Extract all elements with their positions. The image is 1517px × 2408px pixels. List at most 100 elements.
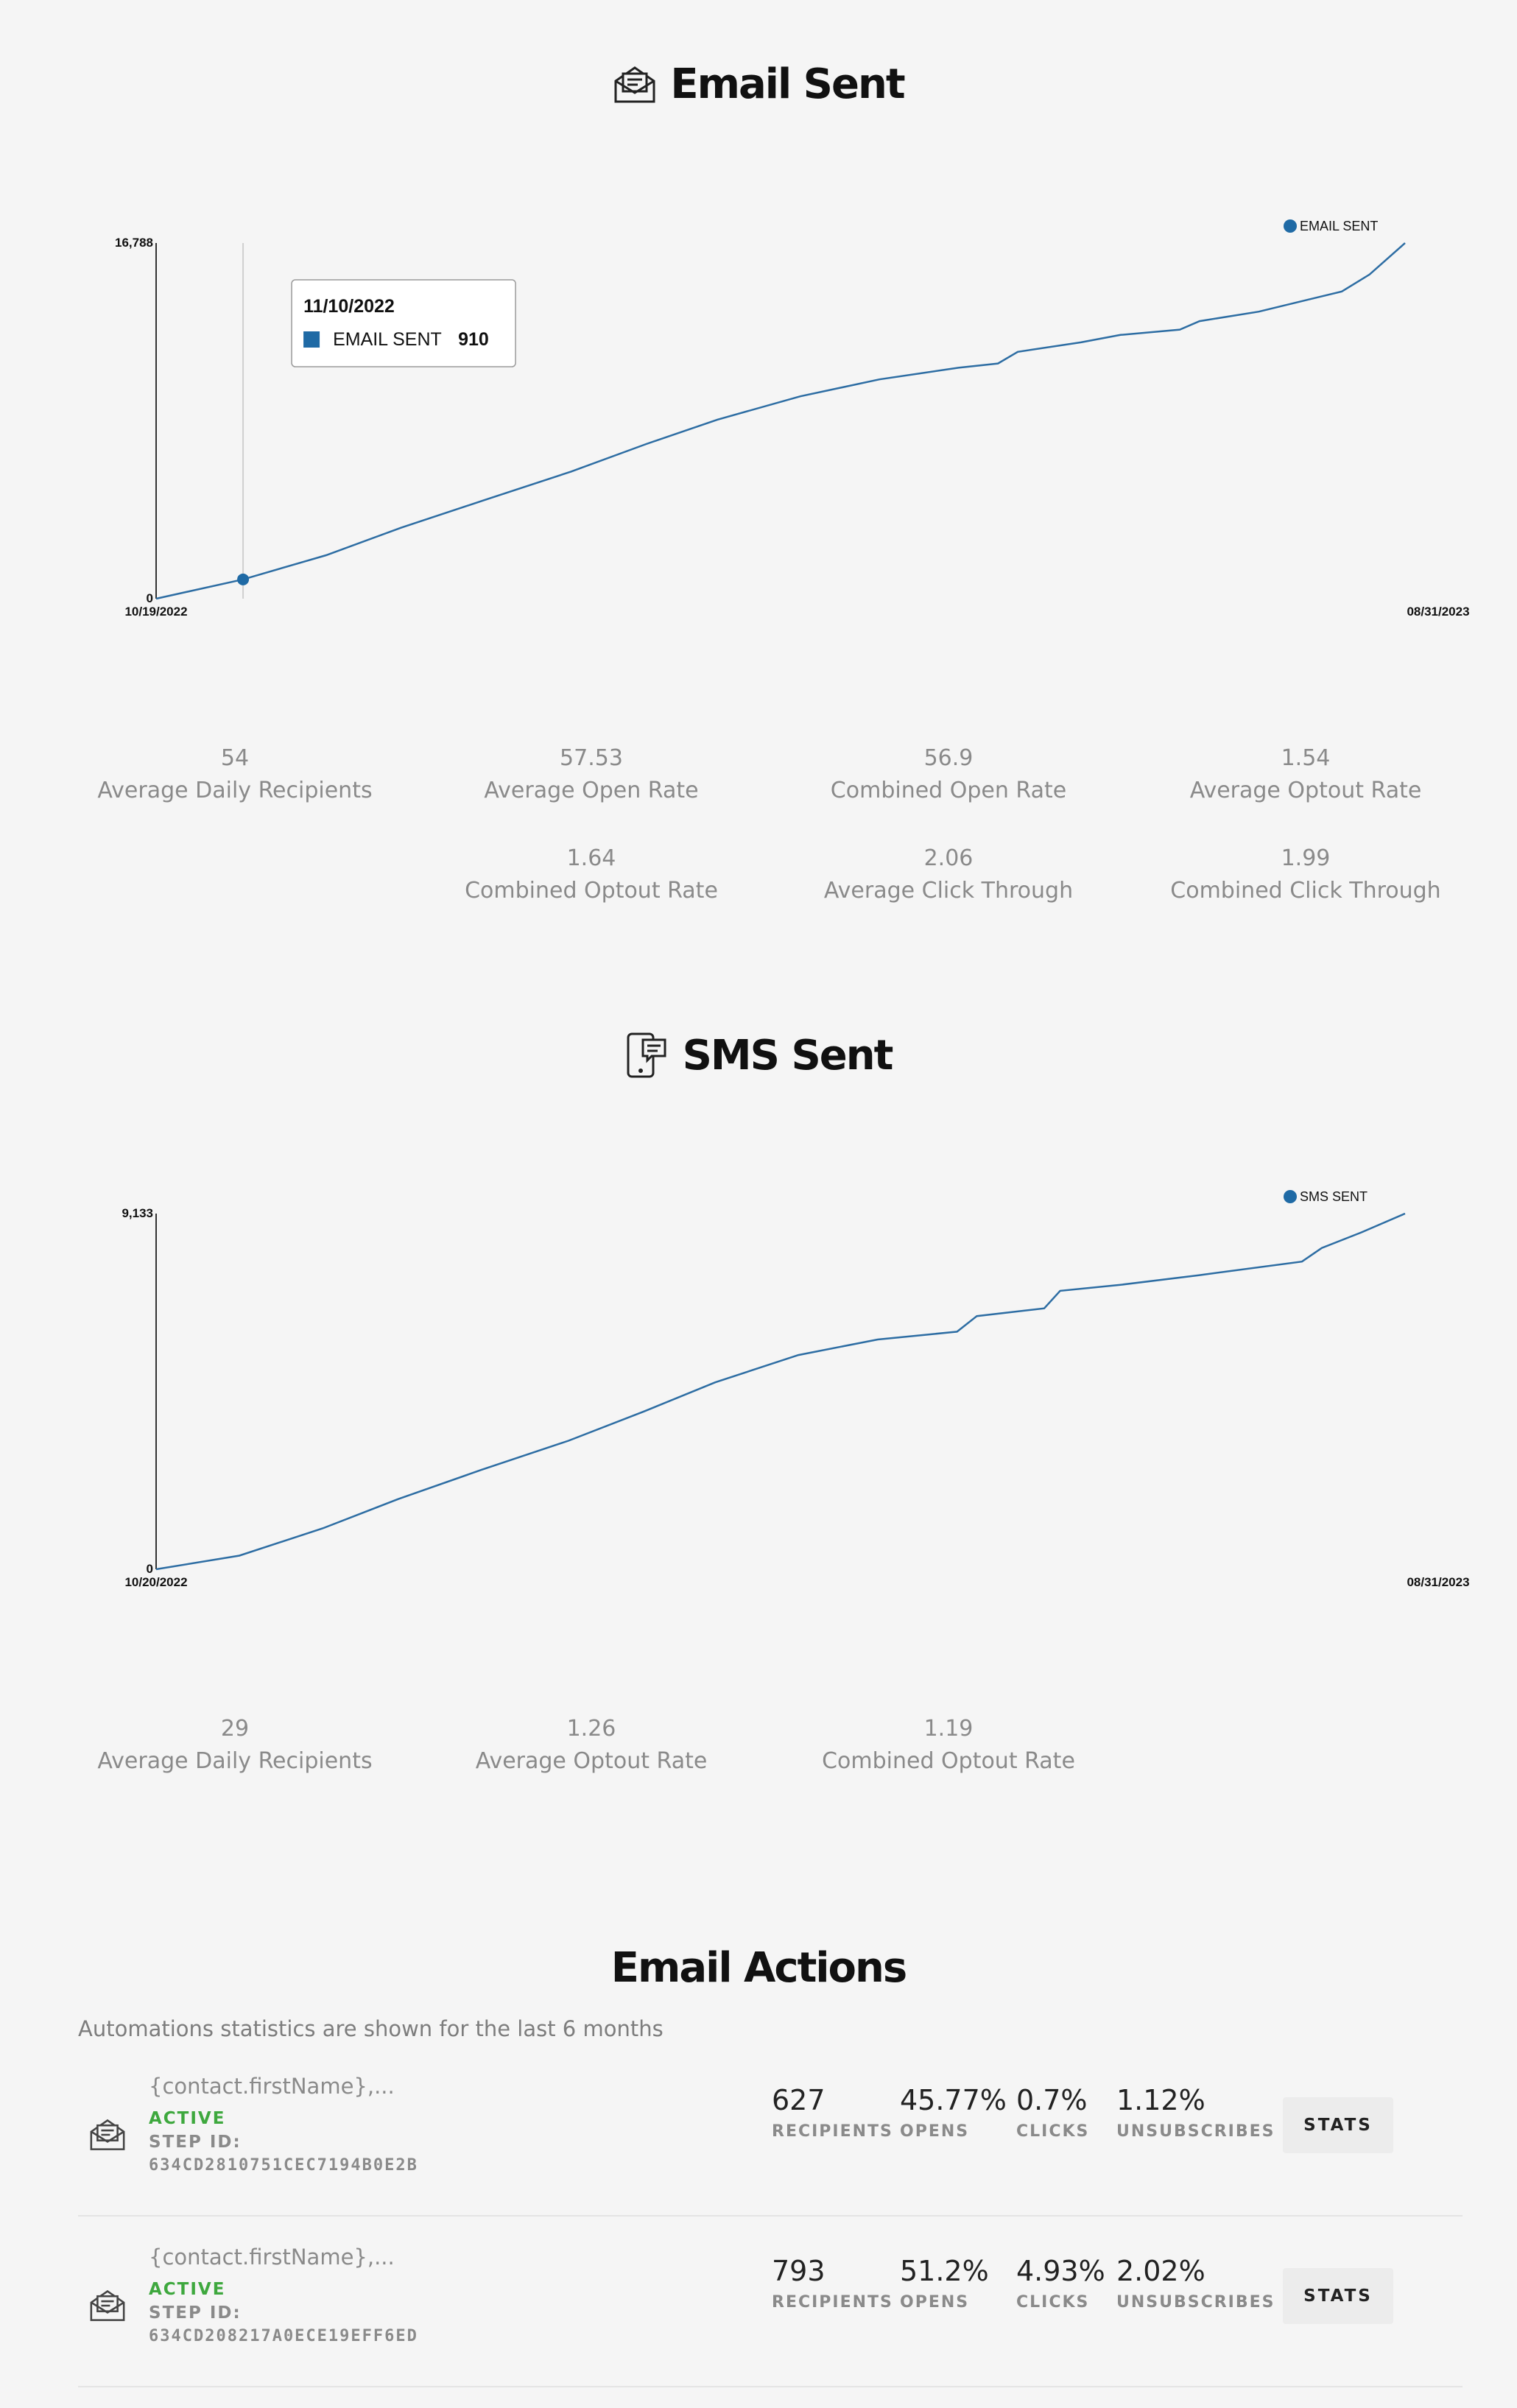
sms-stat: 1.26 Average Optout Rate <box>412 1713 770 1778</box>
y-tick-label: 9,133 <box>122 1206 153 1220</box>
status-badge: ACTIVE <box>149 2280 226 2299</box>
sms-stat: 29 Average Daily Recipients <box>56 1713 414 1778</box>
stat-label: Combined Open Rate <box>830 778 1067 803</box>
stat-label: Combined Optout Rate <box>465 878 718 904</box>
x-tick-label: 08/31/2023 <box>1407 1575 1469 1589</box>
email-stat: 1.54 Average Optout Rate <box>1127 742 1485 807</box>
stat-label: Combined Optout Rate <box>822 1748 1075 1774</box>
sms-sent-chart-svg: 9,133 010/20/2022 08/31/2023 SMS SENT <box>122 1189 1469 1589</box>
y-tick-label: 0 <box>147 1562 153 1576</box>
stat-value: 54 <box>220 745 250 771</box>
stat-value: 56.9 <box>923 745 974 771</box>
stats-button[interactable]: STATS <box>1283 2268 1393 2324</box>
recipients-label: RECIPIENTS <box>772 2122 893 2141</box>
stat-label: Combined Click Through <box>1170 878 1441 904</box>
email-sent-chart: 16,788 0 10/19/2022 08/31/2023 EMAIL SENT 11/… <box>0 199 1517 641</box>
action-subject[interactable]: {contact.firstName},... <box>149 2074 395 2099</box>
envelope-open-icon <box>88 2289 127 2326</box>
sms-stat: 1.19 Combined Optout Rate <box>770 1713 1127 1778</box>
action-subject[interactable]: {contact.firstName},... <box>149 2245 395 2270</box>
email-stat: 2.06 Average Click Through <box>770 842 1127 907</box>
tooltip-series: EMAIL SENT <box>333 329 442 350</box>
stat-label: Average Open Rate <box>484 778 699 803</box>
step-id-value: 634CD2810751CEC7194B0E2B <box>149 2156 418 2175</box>
opens-metric: 45.77% OPENS <box>900 2083 1007 2141</box>
recipients-value: 627 <box>772 2084 826 2116</box>
clicks-metric: 0.7% CLICKS <box>1016 2083 1089 2141</box>
row-divider <box>78 2386 1463 2387</box>
step-id-value: 634CD208217A0ECE19EFF6ED <box>149 2327 418 2345</box>
stat-value: 1.19 <box>923 1716 974 1742</box>
email-stat: 1.64 Combined Optout Rate <box>412 842 770 907</box>
tooltip-box <box>291 279 516 367</box>
opens-metric: 51.2% OPENS <box>900 2253 989 2312</box>
unsubscribes-metric: 2.02% UNSUBSCRIBES <box>1116 2253 1275 2312</box>
row-divider <box>78 2215 1463 2217</box>
email-stat: 1.99 Combined Click Through <box>1127 842 1485 907</box>
sms-sent-chart: 9,133 0 10/20/2022 08/31/2023 SMS SENT <box>0 1169 1517 1611</box>
stat-value: 57.53 <box>560 745 623 771</box>
opens-label: OPENS <box>900 2293 970 2312</box>
email-stat: 57.53 Average Open Rate <box>412 742 770 807</box>
stat-value: 1.54 <box>1281 745 1331 771</box>
clicks-value: 4.93% <box>1016 2255 1105 2287</box>
stat-value: 2.06 <box>923 845 974 871</box>
x-tick-label: 10/19/2022 <box>124 605 187 619</box>
stat-label: Average Click Through <box>823 878 1074 904</box>
email-sent-chart-svg: 16,788 010/19/2022 08/31/2023 EMAIL SENT 11/… <box>115 219 1470 619</box>
stats-button[interactable]: STATS <box>1283 2097 1393 2153</box>
email-sent-heading: Email Sent <box>670 60 905 108</box>
email-stat: 56.9 Combined Open Rate <box>770 742 1127 807</box>
phone-message-icon <box>627 1032 666 1078</box>
envelope-open-icon <box>614 66 655 102</box>
tooltip-value: 910 <box>458 329 489 350</box>
stat-value: 1.64 <box>566 845 616 871</box>
unsubscribes-value: 2.02% <box>1116 2255 1205 2287</box>
unsubscribes-metric: 1.12% UNSUBSCRIBES <box>1116 2083 1275 2141</box>
opens-value: 45.77% <box>900 2084 1007 2116</box>
email-actions-heading: Email Actions <box>610 1944 907 1992</box>
unsubscribes-value: 1.12% <box>1116 2084 1205 2116</box>
stat-value: 1.26 <box>566 1716 616 1742</box>
recipients-metric: 627 RECIPIENTS <box>772 2083 893 2141</box>
step-id-label: STEP ID: <box>149 2303 242 2323</box>
series-line <box>155 242 1406 600</box>
recipients-metric: 793 RECIPIENTS <box>772 2253 893 2312</box>
email-actions-subtitle: Automations statistics are shown for the… <box>78 2016 664 2041</box>
envelope-open-icon <box>88 2118 127 2155</box>
legend-marker <box>1284 219 1297 233</box>
recipients-value: 793 <box>772 2255 826 2287</box>
email-actions-title: Email Actions <box>0 1944 1517 1992</box>
unsubscribes-label: UNSUBSCRIBES <box>1116 2293 1275 2312</box>
email-action-row: {contact.firstName},... ACTIVE STEP ID: 634… <box>78 2068 1463 2237</box>
series-line <box>155 1212 1406 1571</box>
status-badge: ACTIVE <box>149 2109 226 2128</box>
hover-point[interactable] <box>237 573 250 585</box>
sms-sent-title: SMS Sent <box>0 1031 1517 1080</box>
unsubscribes-label: UNSUBSCRIBES <box>1116 2122 1275 2141</box>
stat-label: Average Daily Recipients <box>97 778 373 803</box>
y-tick-label: 0 <box>147 591 153 605</box>
stat-label: Average Daily Recipients <box>97 1748 373 1774</box>
clicks-metric: 4.93% CLICKS <box>1016 2253 1105 2312</box>
step-id-label: STEP ID: <box>149 2133 242 2152</box>
stat-value: 29 <box>220 1716 250 1742</box>
x-tick-label: 08/31/2023 <box>1407 605 1469 619</box>
email-sent-title: Email Sent <box>0 60 1517 108</box>
email-action-row: {contact.firstName},... ACTIVE STEP ID: 634… <box>78 2239 1463 2408</box>
sms-sent-heading: SMS Sent <box>682 1031 894 1080</box>
legend-label: EMAIL SENT <box>1300 219 1378 233</box>
clicks-label: CLICKS <box>1016 2122 1090 2141</box>
y-tick-label: 16,788 <box>115 236 153 250</box>
stat-value: 1.99 <box>1281 845 1331 871</box>
opens-label: OPENS <box>900 2122 970 2141</box>
stat-label: Average Optout Rate <box>1189 778 1422 803</box>
legend-marker <box>1284 1190 1297 1203</box>
email-stat: 54 Average Daily Recipients <box>56 742 414 807</box>
clicks-value: 0.7% <box>1016 2084 1088 2116</box>
legend-label: SMS SENT <box>1300 1189 1368 1204</box>
tooltip-date: 11/10/2022 <box>303 296 395 317</box>
clicks-label: CLICKS <box>1016 2293 1090 2312</box>
x-tick-label: 10/20/2022 <box>124 1575 187 1589</box>
opens-value: 51.2% <box>900 2255 989 2287</box>
